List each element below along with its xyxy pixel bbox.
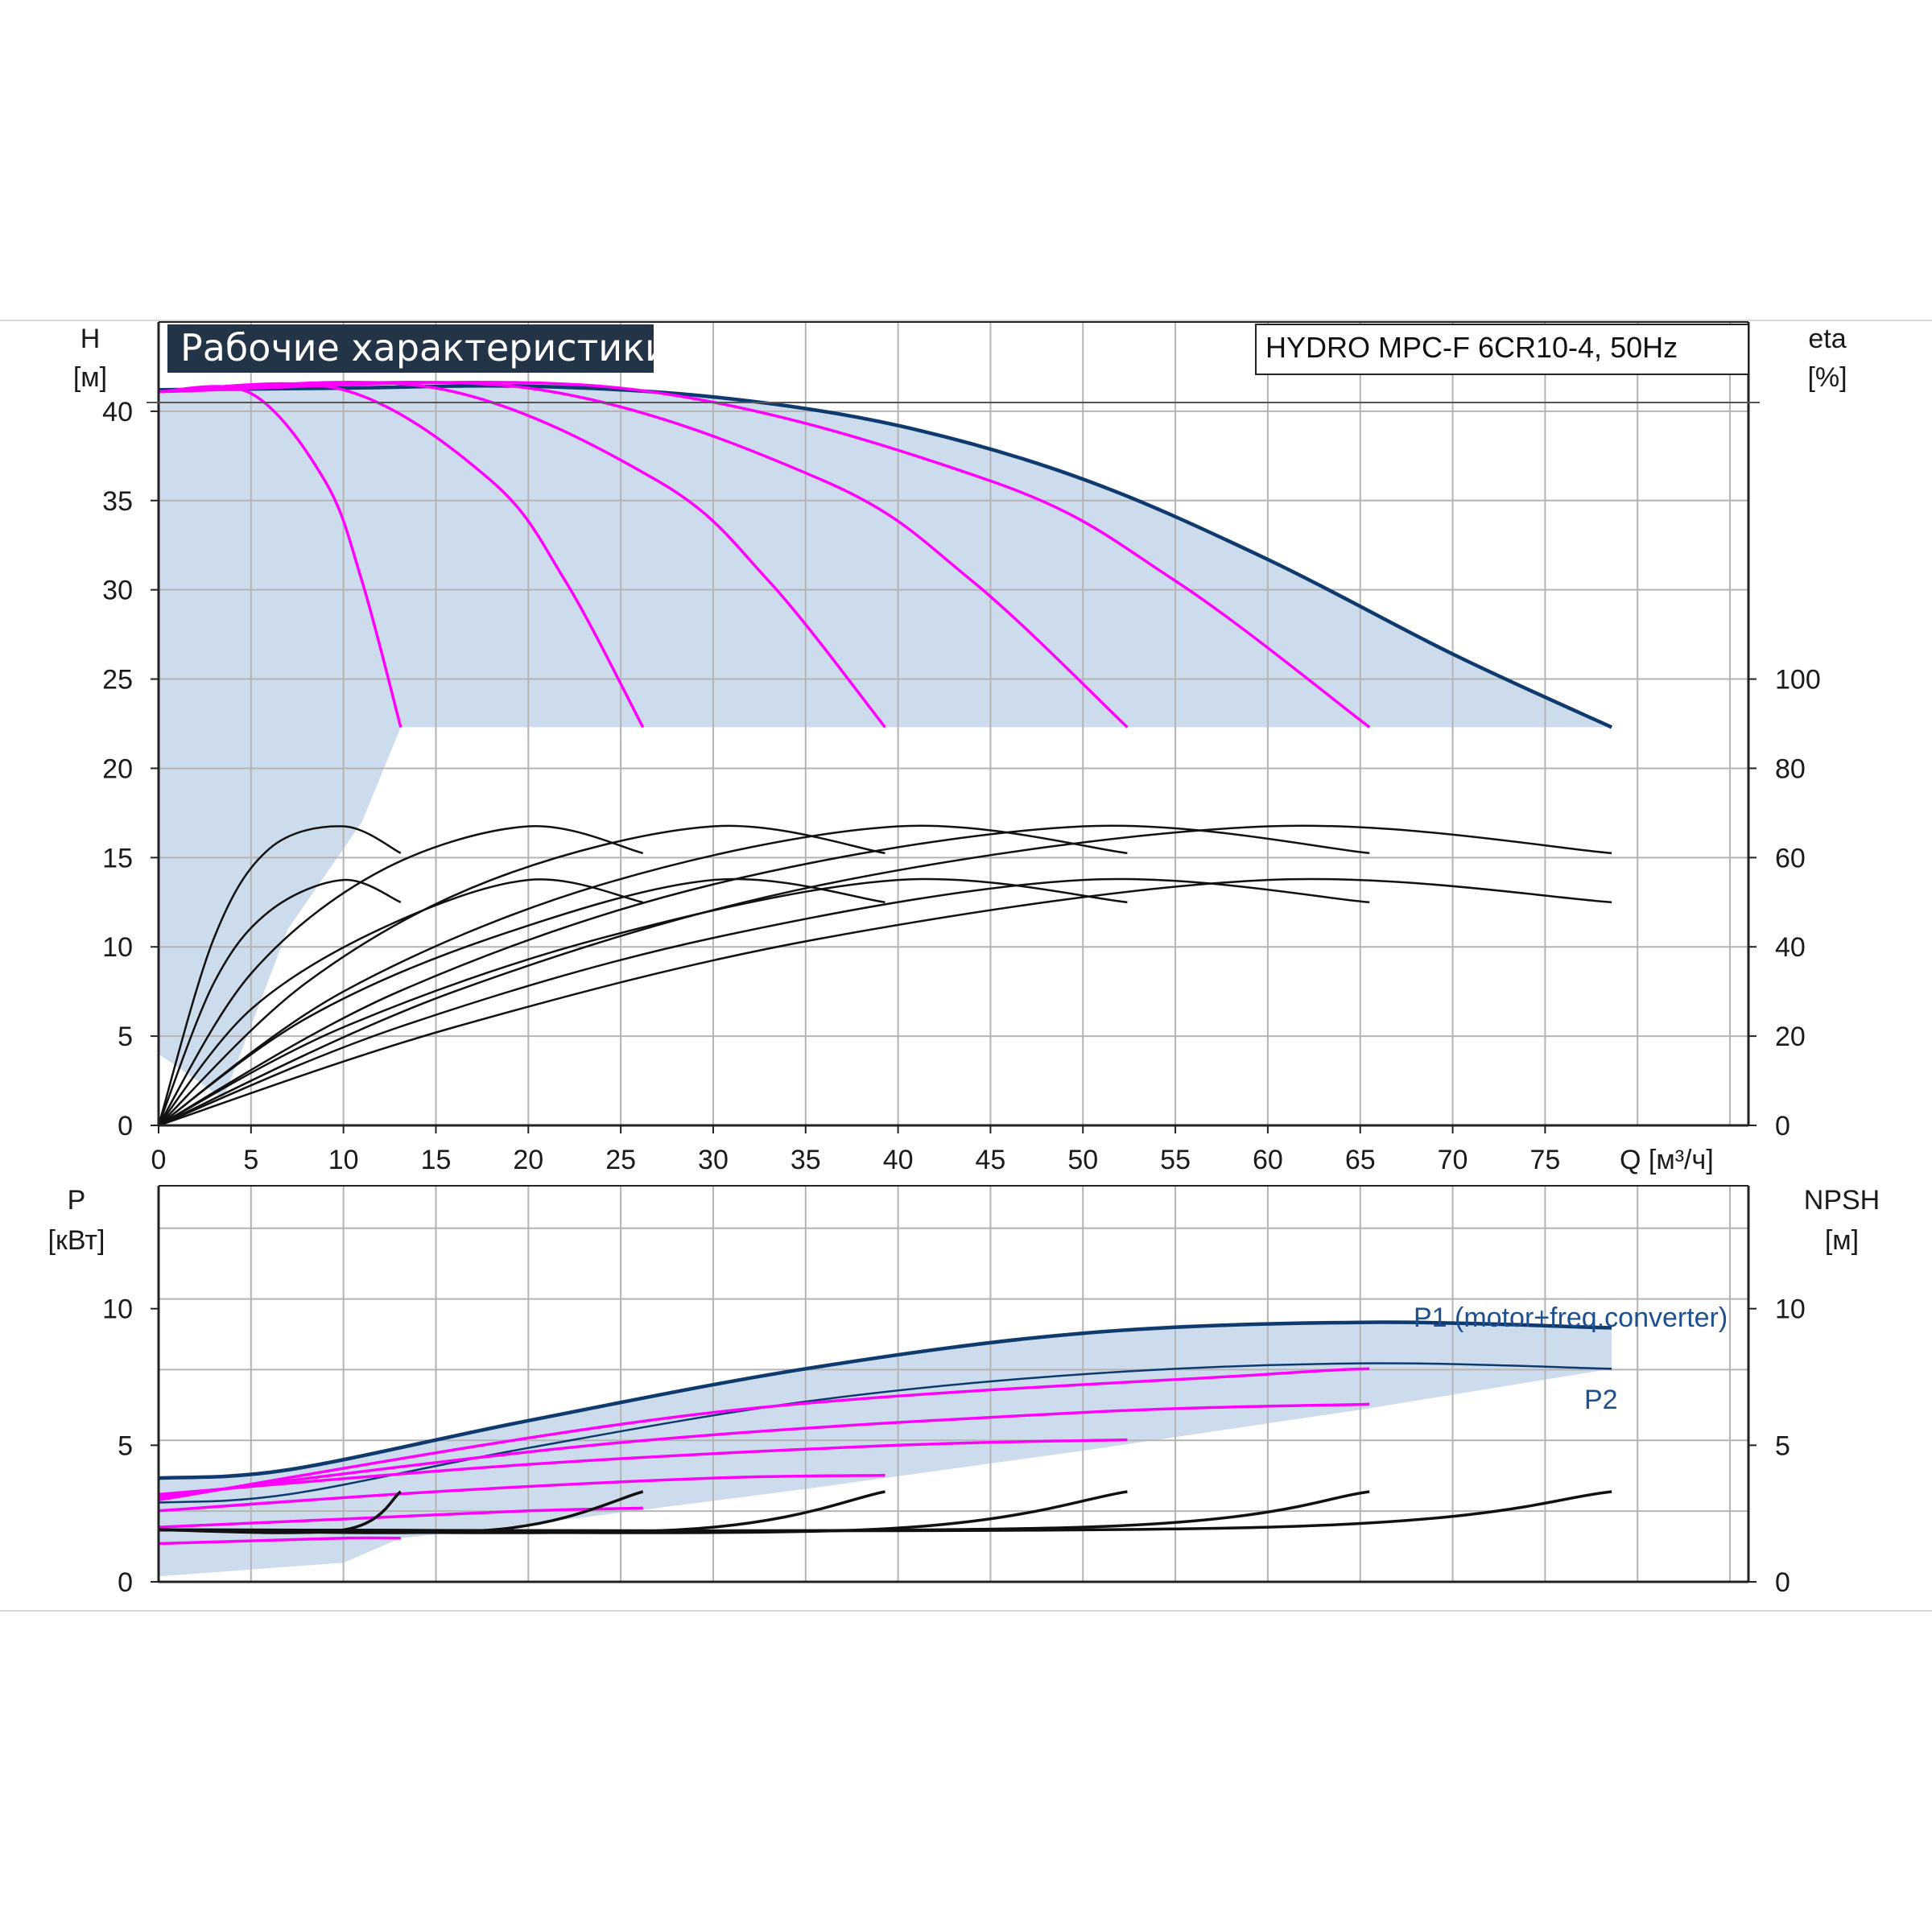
efficiency-curve bbox=[158, 824, 1128, 1127]
efficiency-curve bbox=[158, 824, 886, 1126]
x-tick-label: 5 bbox=[243, 1145, 258, 1175]
p2-curve bbox=[158, 1362, 1612, 1504]
plot-frames bbox=[0, 320, 1932, 1612]
efficiency-curve bbox=[158, 824, 1612, 1127]
power-speed-curve bbox=[158, 1438, 1128, 1496]
head-y-tick-label: 40 bbox=[102, 397, 133, 427]
head-operating-area bbox=[159, 386, 1612, 1099]
efficiency-curve bbox=[158, 877, 1370, 1127]
power-y-tick-label: 5 bbox=[118, 1430, 133, 1461]
x-tick-label: 65 bbox=[1345, 1145, 1376, 1175]
eta-tick-label: 60 bbox=[1775, 843, 1806, 873]
x-tick-label: 20 bbox=[513, 1145, 543, 1175]
x-tick-label: 50 bbox=[1067, 1145, 1098, 1175]
power-speed-curve bbox=[158, 1367, 1370, 1501]
envelope-curve bbox=[158, 384, 1613, 729]
x-tick-label: 75 bbox=[1530, 1145, 1560, 1175]
power-y-tick-label: 0 bbox=[118, 1567, 133, 1598]
head-y-tick-label: 30 bbox=[102, 576, 133, 606]
x-tick-label: 30 bbox=[698, 1145, 729, 1175]
npsh-tick-label: 5 bbox=[1775, 1430, 1790, 1461]
head-y-tick-label: 5 bbox=[118, 1022, 133, 1052]
x-tick-label: 45 bbox=[976, 1145, 1006, 1175]
power-speed-curve bbox=[158, 1473, 886, 1513]
npsh-axis-label: NPSH bbox=[1804, 1185, 1880, 1216]
grid-lines bbox=[159, 322, 1748, 1582]
model-box: HYDRO MPC-F 6CR10-4, 50Hz bbox=[1255, 324, 1749, 375]
p1-curve bbox=[158, 1320, 1612, 1480]
efficiency-curve bbox=[157, 878, 402, 1126]
operating-area-fills bbox=[159, 386, 1612, 1577]
chart-title: Рабочие характеристики bbox=[180, 326, 669, 369]
head-y-axis-unit: [м] bbox=[73, 362, 107, 393]
x-tick-label: 10 bbox=[328, 1145, 359, 1175]
head-y-tick-label: 25 bbox=[102, 665, 133, 696]
eta-axis-label: eta bbox=[1808, 324, 1846, 354]
model-label: HYDRO MPC-F 6CR10-4, 50Hz bbox=[1265, 331, 1678, 364]
head-y-tick-label: 10 bbox=[102, 932, 133, 963]
head-y-tick-label: 35 bbox=[102, 486, 133, 517]
power-y-axis-unit: [кВт] bbox=[48, 1225, 105, 1256]
efficiency-curve bbox=[158, 877, 1128, 1127]
npsh-tick-label: 10 bbox=[1775, 1294, 1806, 1325]
head-y-tick-label: 0 bbox=[118, 1111, 133, 1141]
title-background bbox=[167, 324, 654, 373]
speed-curve bbox=[158, 381, 886, 729]
x-axis-label: Q [м³/ч] bbox=[1620, 1145, 1714, 1175]
head-y-axis-label: H bbox=[80, 324, 101, 354]
eta-tick-label: 100 bbox=[1775, 665, 1821, 696]
efficiency-curve bbox=[158, 824, 1370, 1127]
x-tick-label: 40 bbox=[883, 1145, 914, 1175]
x-tick-label: 70 bbox=[1438, 1145, 1468, 1175]
p1-label: P1 (motor+freq.converter) bbox=[1414, 1302, 1728, 1333]
x-tick-label: 60 bbox=[1253, 1145, 1283, 1175]
x-tick-label: 55 bbox=[1160, 1145, 1191, 1175]
eta-axis-unit: [%] bbox=[1807, 362, 1847, 393]
power-y-axis-label: P bbox=[68, 1185, 86, 1216]
npsh-curve bbox=[158, 1490, 1612, 1533]
npsh-axis-unit: [м] bbox=[1825, 1225, 1859, 1256]
eta-tick-label: 0 bbox=[1775, 1111, 1790, 1141]
power-operating-area bbox=[159, 1322, 1612, 1577]
x-tick-label: 35 bbox=[791, 1145, 821, 1175]
model-frame bbox=[1255, 324, 1749, 375]
efficiency-curve bbox=[158, 877, 1612, 1127]
efficiency-curve bbox=[158, 877, 886, 1127]
chart-title-box: Рабочие характеристики bbox=[167, 324, 669, 373]
head-y-tick-label: 20 bbox=[102, 753, 133, 784]
eta-tick-label: 80 bbox=[1775, 753, 1806, 784]
head-y-tick-label: 15 bbox=[102, 843, 133, 873]
x-tick-label: 0 bbox=[151, 1145, 167, 1175]
efficiency-curve bbox=[157, 824, 643, 1126]
series-lines bbox=[157, 381, 1613, 1546]
efficiency-curve bbox=[157, 825, 402, 1126]
npsh-tick-label: 0 bbox=[1775, 1567, 1790, 1598]
axis-labels: P1 (motor+freq.converter)P20 5 10 15 20 25 30 3… bbox=[48, 324, 1880, 1598]
power-speed-curve bbox=[158, 1402, 1370, 1499]
x-tick-label: 15 bbox=[421, 1145, 452, 1175]
power-speed-curve bbox=[158, 1506, 643, 1529]
eta-tick-label: 40 bbox=[1775, 932, 1806, 963]
eta-tick-label: 20 bbox=[1775, 1022, 1806, 1052]
efficiency-curve bbox=[158, 878, 643, 1126]
power-speed-curve bbox=[158, 1536, 401, 1546]
p2-label: P2 bbox=[1584, 1385, 1618, 1415]
speed-curve bbox=[158, 381, 1371, 729]
power-y-tick-label: 10 bbox=[102, 1294, 133, 1325]
x-tick-label: 25 bbox=[605, 1145, 636, 1175]
